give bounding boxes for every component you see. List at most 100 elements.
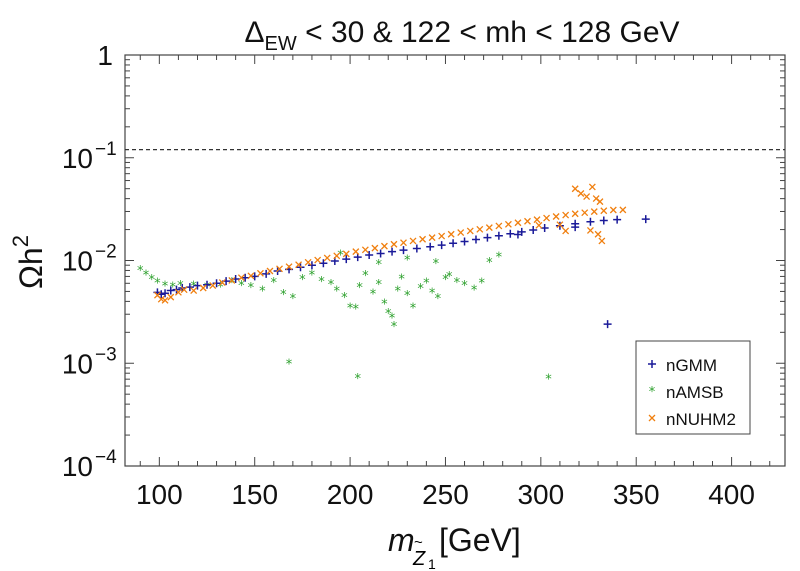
- y-tick-label: 10: [62, 246, 93, 277]
- namsb-point: *: [137, 264, 144, 279]
- namsb-point: *: [190, 280, 197, 295]
- ngmm-point: [365, 251, 374, 260]
- nnuhm2-point: [371, 244, 379, 252]
- nnuhm2-point: [295, 261, 303, 269]
- namsb-point: *: [347, 301, 354, 316]
- ngmm-point: [241, 273, 250, 282]
- nnuhm2-point: [600, 207, 608, 215]
- nnuhm2-point: [314, 256, 322, 264]
- namsb-point: *: [299, 273, 306, 288]
- ngmm-point: [412, 244, 421, 253]
- namsb-point: *: [280, 288, 287, 303]
- namsb-point: *: [148, 273, 155, 288]
- x-tick-label: 350: [613, 479, 660, 510]
- ngmm-point: [494, 231, 503, 240]
- ngmm-point: [449, 239, 458, 248]
- ngmm-point: [471, 235, 480, 244]
- nnuhm2-point: [333, 252, 341, 260]
- ngmm-point: [161, 289, 170, 298]
- namsb-point: *: [410, 301, 417, 316]
- namsb-point: *: [486, 256, 493, 271]
- y-tick-base: 10: [62, 451, 93, 482]
- ngmm-point: [603, 320, 612, 329]
- namsb-point: *: [169, 280, 176, 295]
- namsb-point: *: [496, 251, 503, 266]
- y-label-base: Ωh: [13, 247, 49, 289]
- nnuhm2-point: [390, 240, 398, 248]
- namsb-point: *: [545, 373, 552, 388]
- namsb-point: *: [461, 279, 468, 294]
- namsb-point: *: [259, 285, 266, 300]
- namsb-point: *: [353, 303, 360, 318]
- namsb-point: *: [389, 311, 396, 326]
- namsb-point: *: [341, 291, 348, 306]
- nnuhm2-point: [419, 235, 427, 243]
- namsb-point: *: [217, 280, 224, 295]
- y-label-sup: 2: [8, 235, 33, 247]
- y-tick-label: 1: [97, 40, 113, 71]
- nnuhm2-point: [174, 288, 182, 296]
- nnuhm2-point: [596, 198, 604, 206]
- ngmm-point: [483, 233, 492, 242]
- series-nNUHM2: [153, 183, 627, 304]
- ngmm-point: [641, 215, 650, 224]
- nnuhm2-point: [562, 227, 570, 235]
- nnuhm2-point: [237, 274, 245, 282]
- nnuhm2-point: [504, 220, 512, 228]
- namsb-point: *: [143, 269, 150, 284]
- ngmm-point: [166, 286, 175, 295]
- nnuhm2-point: [485, 224, 493, 232]
- nnuhm2-point: [438, 232, 446, 240]
- namsb-point: *: [417, 282, 424, 297]
- ngmm-point: [437, 241, 446, 250]
- nnuhm2-point: [524, 217, 531, 225]
- y-tick-base: 10: [62, 143, 93, 174]
- namsb-point: *: [375, 258, 382, 273]
- nnuhm2-point: [400, 239, 407, 247]
- namsb-point: *: [446, 270, 453, 285]
- ngmm-point: [460, 237, 469, 246]
- namsb-point: *: [337, 249, 344, 264]
- nnuhm2-point: [266, 267, 274, 275]
- x-tick-label: 250: [422, 479, 469, 510]
- namsb-point: *: [309, 269, 316, 284]
- ngmm-point: [555, 221, 564, 230]
- namsb-point: *: [333, 285, 340, 300]
- nnuhm2-point: [285, 263, 293, 271]
- x-tick-label: 300: [517, 479, 564, 510]
- nnuhm2-point: [276, 265, 283, 273]
- title-rest: < 30 & 122 < mh < 128 GeV: [297, 16, 680, 49]
- nnuhm2-point: [594, 230, 602, 238]
- nnuhm2-point: [571, 210, 579, 218]
- namsb-point: *: [395, 285, 402, 300]
- x-label-tilde: ~: [414, 534, 423, 551]
- ngmm-point: [613, 215, 622, 224]
- ngmm-point: [212, 279, 221, 288]
- nnuhm2-point: [161, 296, 169, 304]
- namsb-point: *: [429, 286, 436, 301]
- ngmm-point: [307, 261, 316, 270]
- ngmm-point: [203, 280, 212, 289]
- namsb-point: *: [162, 280, 169, 295]
- namsb-point: *: [404, 254, 411, 269]
- nnuhm2-point: [533, 216, 541, 224]
- namsb-point: *: [248, 281, 255, 296]
- namsb-point: *: [354, 372, 361, 387]
- nnuhm2-point: [581, 209, 589, 217]
- legend-marker-ngmm: [648, 360, 656, 368]
- nnuhm2-point: [380, 242, 388, 250]
- nnuhm2-point: [167, 293, 175, 301]
- y-tick-exponent: −3: [95, 344, 117, 365]
- x-tick-label: 150: [231, 479, 278, 510]
- ngmm-point: [586, 217, 595, 226]
- nnuhm2-point: [571, 185, 579, 193]
- namsb-point: *: [318, 275, 325, 290]
- x-label-z: Z: [412, 548, 426, 570]
- nnuhm2-point: [342, 250, 350, 258]
- nnuhm2-point: [180, 286, 188, 294]
- legend-label-ngmm: nGMM: [666, 356, 717, 375]
- nnuhm2-point: [476, 225, 484, 233]
- y-tick-exponent: −1: [95, 139, 117, 160]
- namsb-point: *: [433, 257, 440, 272]
